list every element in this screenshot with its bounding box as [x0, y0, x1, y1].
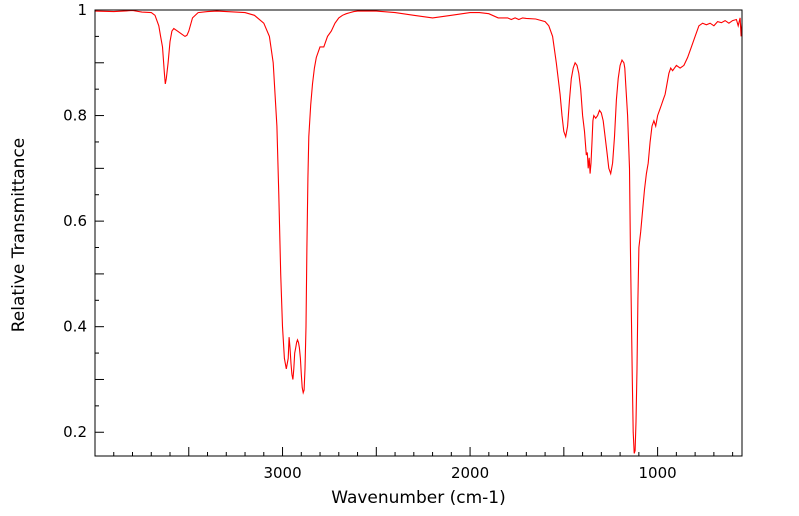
plot-frame	[94, 9, 743, 457]
spectrum-line	[94, 9, 743, 454]
y-tick-label: 0.6	[63, 212, 87, 230]
y-tick-label: 0.8	[63, 107, 87, 125]
x-axis-label: Wavenumber (cm-1)	[331, 488, 506, 508]
y-tick-label: 1	[77, 1, 87, 19]
x-tick-label: 1000	[639, 464, 677, 482]
tick-labels: 3000 2000 1000 1 0.8 0.6 0.4 0.2	[63, 1, 677, 482]
y-tick-label: 0.2	[63, 423, 87, 441]
x-tick-label: 2000	[451, 464, 489, 482]
y-tick-label: 0.4	[63, 318, 87, 336]
x-tick-label: 3000	[263, 464, 301, 482]
y-axis-label: Relative Transmittance	[9, 138, 29, 333]
